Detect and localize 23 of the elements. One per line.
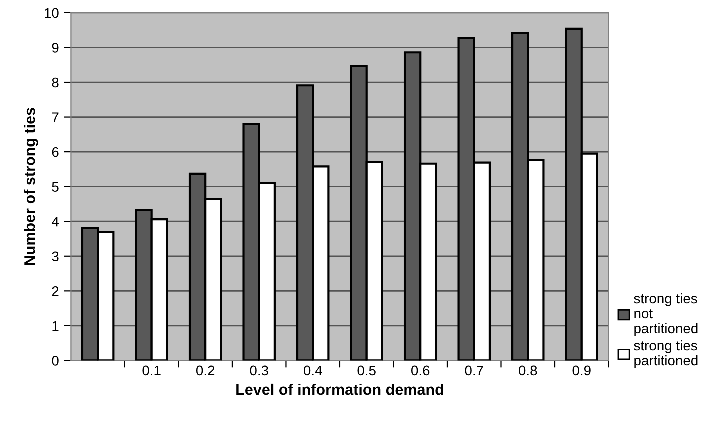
y-tick-label: 1 xyxy=(52,321,59,331)
x-tick-label: 0.5 xyxy=(358,366,376,376)
y-axis-title: Number of strong ties xyxy=(24,108,38,266)
y-tick-label: 3 xyxy=(52,252,59,262)
y-tick-label: 5 xyxy=(52,182,59,192)
y-tick-label: 10 xyxy=(45,8,59,18)
x-tick-label: 0.1 xyxy=(142,366,161,376)
legend-label: strong ties partitioned xyxy=(634,340,698,368)
x-tick-label: 0.8 xyxy=(519,366,538,376)
x-tick-label: 0.2 xyxy=(196,366,215,376)
y-tick-label: 9 xyxy=(52,43,59,53)
y-tick-label: 2 xyxy=(52,286,59,296)
x-tick-label: 0.6 xyxy=(412,366,430,376)
y-tick-label: 7 xyxy=(52,112,59,122)
x-tick-label: 0.4 xyxy=(304,366,322,376)
x-tick-label: 0.7 xyxy=(465,366,484,376)
x-tick-label: 0.3 xyxy=(250,366,268,376)
y-tick-label: 4 xyxy=(52,217,59,227)
x-axis-title: Level of information demand xyxy=(236,384,444,396)
x-tick-label: 0.9 xyxy=(572,366,591,376)
y-tick-label: 6 xyxy=(52,147,59,158)
y-tick-label: 8 xyxy=(52,78,59,88)
y-tick-label: 0 xyxy=(52,356,59,366)
